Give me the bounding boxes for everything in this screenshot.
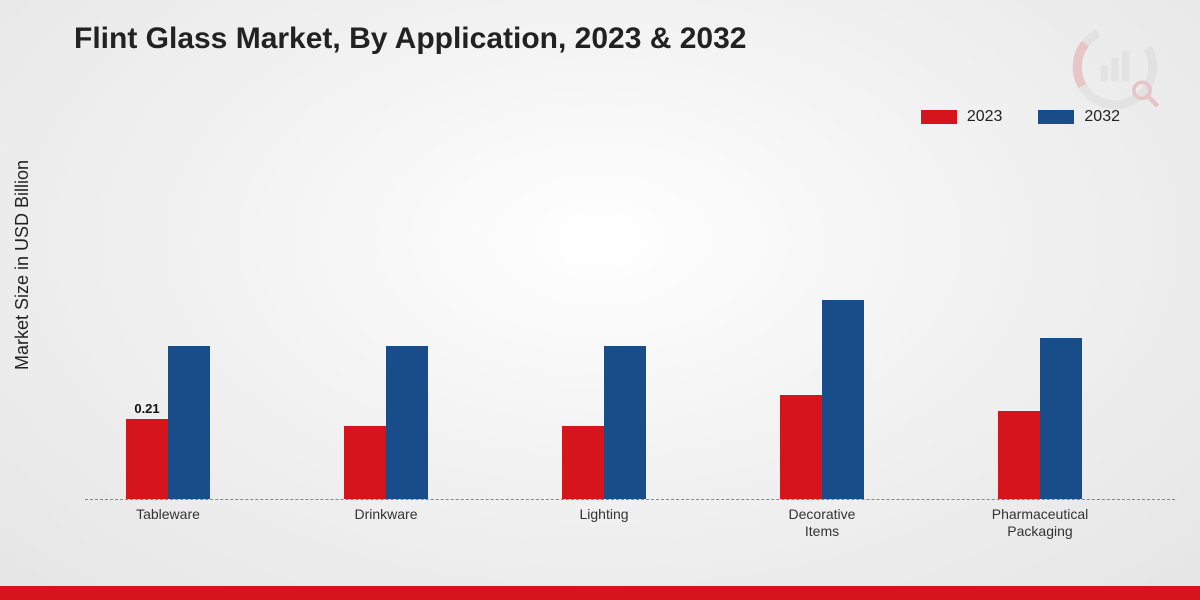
x-axis-baseline [85, 499, 1175, 500]
bar-2023-3 [780, 395, 822, 499]
chart-page: Flint Glass Market, By Application, 2023… [0, 0, 1200, 600]
bar-2023-0 [126, 419, 168, 499]
category-label-1: Drinkware [301, 506, 471, 523]
chart-title: Flint Glass Market, By Application, 2023… [74, 22, 746, 56]
legend-item-2032: 2032 [1038, 108, 1120, 126]
bar-2023-1 [344, 426, 386, 499]
footer-strip [0, 586, 1200, 600]
chart-plot-area: 0.21 [85, 155, 1175, 500]
legend-swatch-2023 [921, 110, 957, 124]
legend-label-2023: 2023 [967, 108, 1003, 126]
category-label-3: DecorativeItems [737, 506, 907, 540]
legend-item-2023: 2023 [921, 108, 1003, 126]
bar-2032-1 [386, 346, 428, 499]
y-axis-label: Market Size in USD Billion [12, 160, 33, 370]
category-label-0: Tableware [83, 506, 253, 523]
category-label-4: PharmaceuticalPackaging [955, 506, 1125, 540]
bar-2023-4 [998, 411, 1040, 499]
category-label-2: Lighting [519, 506, 689, 523]
bar-2023-2 [562, 426, 604, 499]
bar-2032-0 [168, 346, 210, 499]
bar-2032-2 [604, 346, 646, 499]
bar-value-label: 0.21 [134, 401, 159, 416]
chart-legend: 2023 2032 [921, 108, 1120, 126]
bar-2032-3 [822, 300, 864, 499]
legend-label-2032: 2032 [1084, 108, 1120, 126]
bar-2032-4 [1040, 338, 1082, 499]
legend-swatch-2032 [1038, 110, 1074, 124]
brand-logo-icon [1070, 22, 1160, 112]
